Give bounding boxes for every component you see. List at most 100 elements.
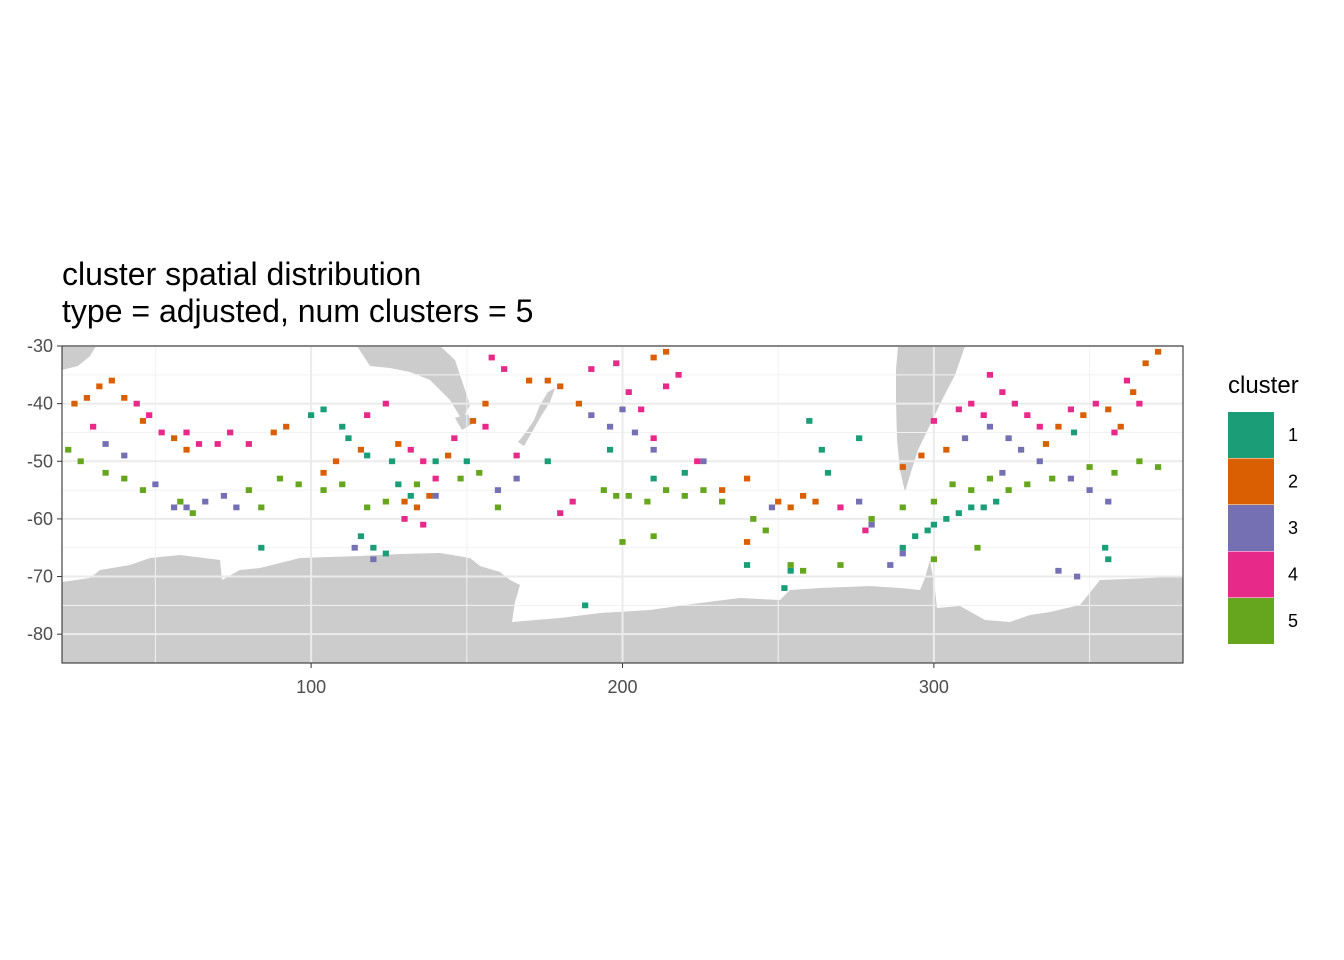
cluster-3-cell <box>961 435 969 442</box>
legend-key-5 <box>1228 598 1274 644</box>
x-axis: 100 200 300 <box>296 663 949 697</box>
cluster-3-cell <box>102 441 109 447</box>
cluster-5-cell <box>1005 487 1012 493</box>
cluster-cells <box>65 348 1162 609</box>
cluster-3-cell <box>650 446 657 453</box>
cluster-4-cell <box>451 435 458 442</box>
cluster-2-cell <box>469 418 477 424</box>
cluster-4-cell <box>407 446 414 453</box>
cluster-1-cell <box>364 452 371 459</box>
cluster-3-cell <box>1067 475 1075 482</box>
cluster-4-cell <box>364 412 371 419</box>
cluster-4-cell <box>146 412 153 419</box>
cluster-3-cell <box>170 504 178 511</box>
cluster-2-cell <box>482 400 489 407</box>
cluster-4-cell <box>1123 377 1131 384</box>
y-tick-label: -70 <box>27 567 53 587</box>
cluster-1-cell <box>924 527 931 534</box>
cluster-5-cell <box>750 516 757 522</box>
cluster-5-cell <box>719 498 726 505</box>
cluster-2-cell <box>121 394 128 401</box>
cluster-1-cell <box>1105 556 1112 563</box>
cluster-1-cell <box>787 567 794 574</box>
cluster-4-cell <box>183 429 190 436</box>
cluster-1-cell <box>930 521 938 528</box>
cluster-5-cell <box>625 492 632 499</box>
cluster-1-cell <box>1070 429 1078 436</box>
y-tick-label: -50 <box>27 451 53 471</box>
cluster-1-cell <box>307 412 315 419</box>
cluster-5-cell <box>413 481 421 488</box>
cluster-3-cell <box>220 492 228 499</box>
legend-key-4 <box>1228 551 1274 598</box>
y-tick-label: -30 <box>27 336 53 356</box>
x-tick-label: 200 <box>607 677 637 697</box>
cluster-2-cell <box>183 446 190 453</box>
cluster-5-cell <box>681 492 688 499</box>
cluster-3-cell <box>700 458 707 465</box>
cluster-3-cell <box>432 492 439 499</box>
cluster-4-cell <box>557 510 564 517</box>
cluster-1-cell <box>650 475 657 482</box>
cluster-5-cell <box>930 498 938 505</box>
cluster-2-cell <box>1042 441 1050 447</box>
chart-subtitle: type = adjusted, num clusters = 5 <box>62 293 533 329</box>
y-tick-label: -60 <box>27 509 53 529</box>
south-america-landmass <box>896 346 965 492</box>
cluster-4-cell <box>955 406 962 413</box>
cluster-3-cell <box>999 469 1006 476</box>
cluster-3-cell <box>768 504 776 511</box>
cluster-5-cell <box>986 475 994 482</box>
cluster-1-cell <box>357 533 365 540</box>
cluster-2-cell <box>743 539 751 545</box>
cluster-2-cell <box>270 429 277 436</box>
cluster-3-cell <box>121 452 128 459</box>
cluster-1-cell <box>407 492 414 499</box>
cluster-2-cell <box>1154 348 1162 355</box>
cluster-5-cell <box>245 487 252 493</box>
cluster-4-cell <box>650 435 657 442</box>
cluster-2-cell <box>1080 412 1087 419</box>
new-zealand-landmass <box>518 388 555 446</box>
cluster-4-cell <box>488 354 495 361</box>
legend: cluster 1 2 3 4 5 <box>1228 372 1299 644</box>
cluster-5-cell <box>121 475 128 482</box>
cluster-5-cell <box>339 481 346 488</box>
cluster-3-cell <box>1036 458 1043 465</box>
cluster-2-cell <box>918 452 925 459</box>
cluster-1-cell <box>345 435 352 442</box>
cluster-4-cell <box>1011 400 1018 407</box>
cluster-3-cell <box>1074 573 1081 580</box>
land-masses <box>62 346 1183 663</box>
australia-landmass <box>357 346 470 420</box>
cluster-4-cell <box>1136 400 1143 407</box>
cluster-5-cell <box>276 475 284 482</box>
legend-keys: 1 2 3 4 5 <box>1228 412 1298 644</box>
cluster-5-cell <box>65 446 72 453</box>
cluster-1-cell <box>993 498 1000 505</box>
cluster-4-cell <box>999 389 1006 395</box>
cluster-2-cell <box>650 354 657 361</box>
cluster-5-cell <box>787 562 794 568</box>
cluster-3-cell <box>631 429 639 436</box>
cluster-5-cell <box>1049 475 1056 482</box>
x-tick-label: 300 <box>919 677 949 697</box>
cluster-2-cell <box>332 458 340 465</box>
cluster-2-cell <box>96 383 103 390</box>
cluster-4-cell <box>662 383 670 390</box>
cluster-5-cell <box>364 504 371 511</box>
cluster-1-cell <box>824 469 832 476</box>
cluster-5-cell <box>650 533 657 540</box>
cluster-1-cell <box>388 458 396 465</box>
cluster-5-cell <box>476 469 483 476</box>
cluster-5-cell <box>600 487 607 493</box>
cluster-3-cell <box>370 556 377 563</box>
cluster-5-cell <box>949 481 956 488</box>
cluster-5-cell <box>189 510 196 517</box>
cluster-1-cell <box>806 418 813 424</box>
cluster-1-cell <box>382 550 389 557</box>
cluster-4-cell <box>133 400 140 407</box>
cluster-4-cell <box>227 429 234 436</box>
cluster-4-cell <box>1067 406 1075 413</box>
cluster-2-cell <box>1142 360 1149 367</box>
